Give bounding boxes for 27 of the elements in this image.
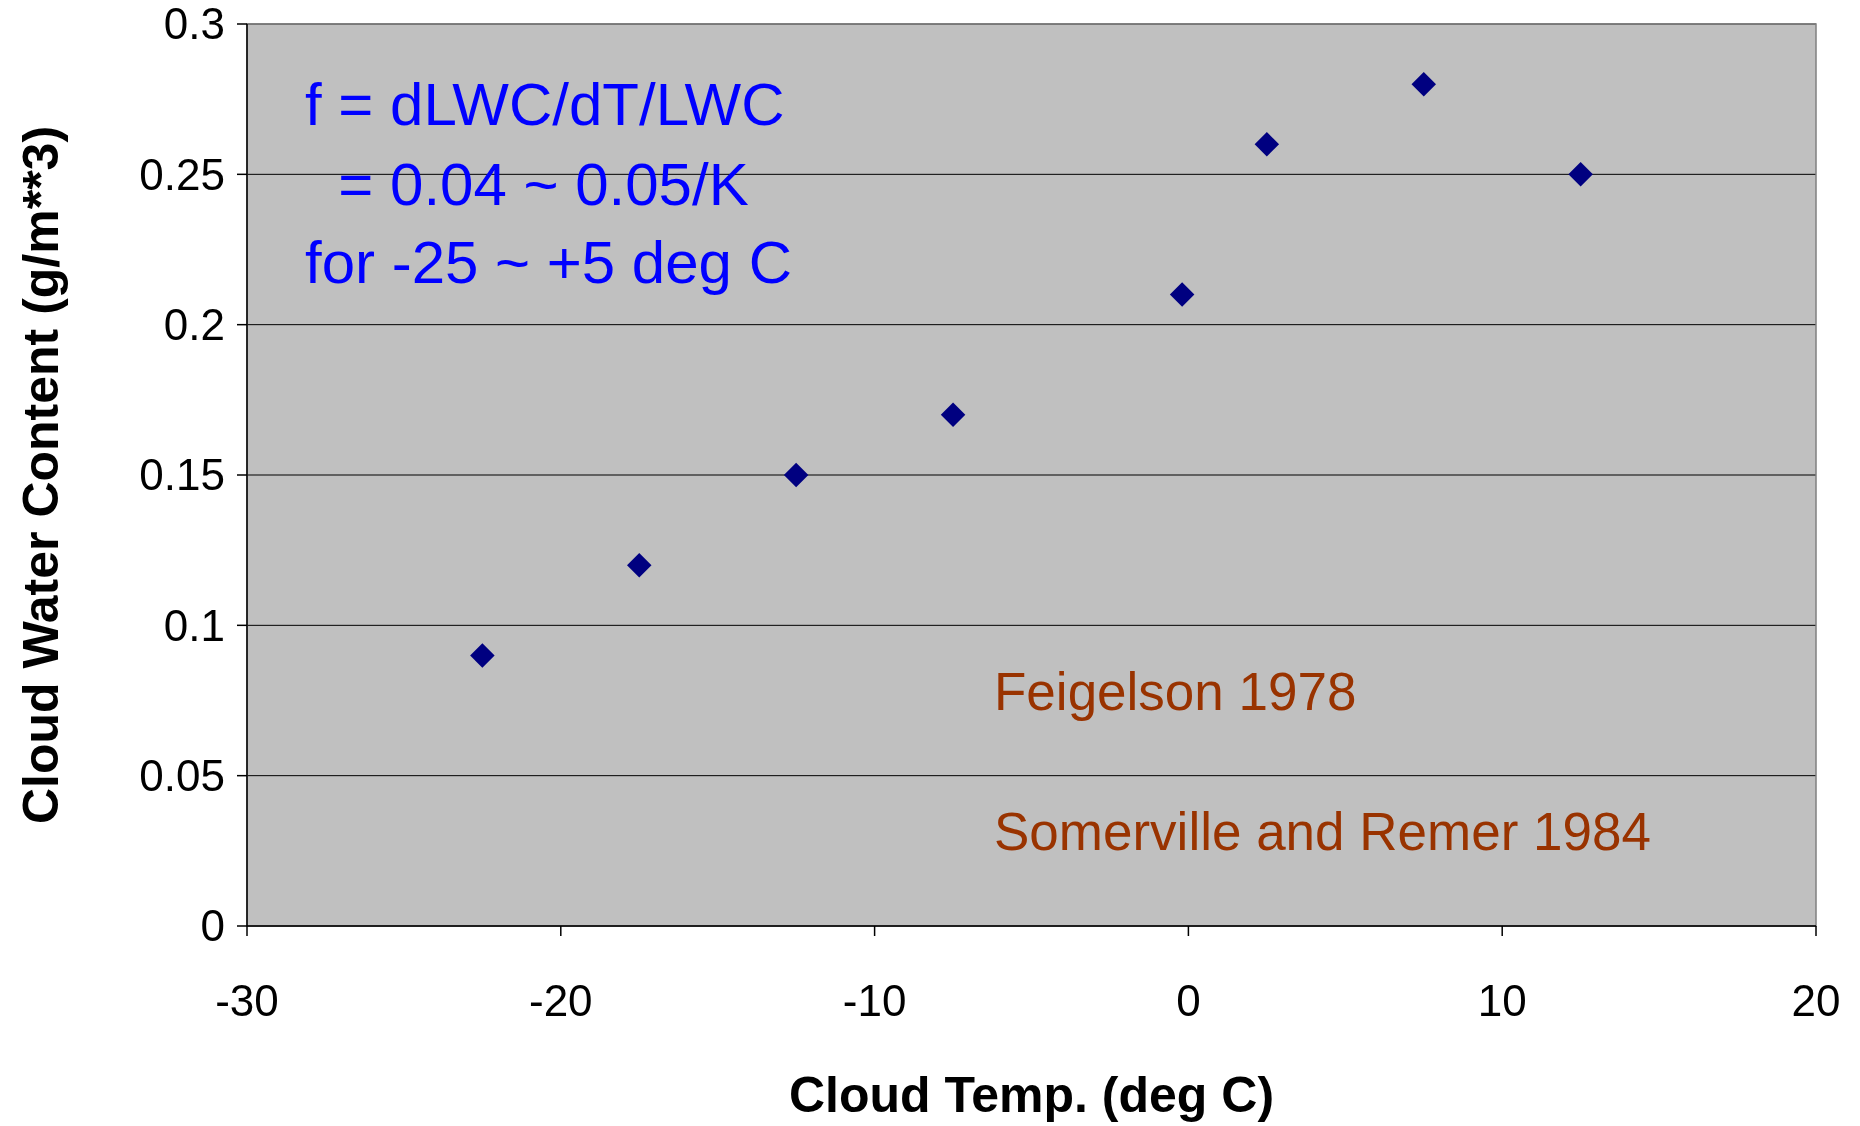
point — [940, 402, 966, 428]
y-tick-label: 0.3 — [163, 0, 225, 49]
y-tick-label: 0 — [200, 901, 225, 951]
point — [627, 552, 652, 578]
annotation: for -25 ~ +5 deg C — [305, 229, 792, 296]
point — [1169, 282, 1195, 307]
annotation: Feigelson 1978 — [994, 662, 1357, 721]
point — [1411, 71, 1436, 97]
x-axis-title: Cloud Temp. (deg C) — [788, 1067, 1275, 1123]
point — [1568, 162, 1593, 187]
y-tick-label: 0.25 — [139, 149, 225, 199]
y-axis-title: Cloud Water Content (g/m**3) — [13, 125, 69, 825]
point — [1254, 132, 1280, 157]
x-tick-label: 20 — [1791, 976, 1841, 1025]
y-tick-label: 0.1 — [163, 600, 225, 650]
y-tick-label: 0.05 — [139, 751, 225, 801]
x-tick-label: -20 — [529, 976, 593, 1025]
x-tick-label: -10 — [842, 976, 907, 1025]
annotation: f = dLWC/dT/LWC — [305, 71, 785, 138]
y-tick-label: 0.2 — [163, 300, 225, 350]
x-tick-label: 0 — [1176, 976, 1201, 1025]
point — [470, 643, 495, 668]
y-tick-label: 0.15 — [139, 450, 225, 500]
point — [783, 462, 809, 488]
x-tick-label: 10 — [1477, 976, 1527, 1025]
annotation: Somerville and Remer 1984 — [994, 802, 1651, 861]
x-tick-label: -30 — [215, 976, 279, 1025]
